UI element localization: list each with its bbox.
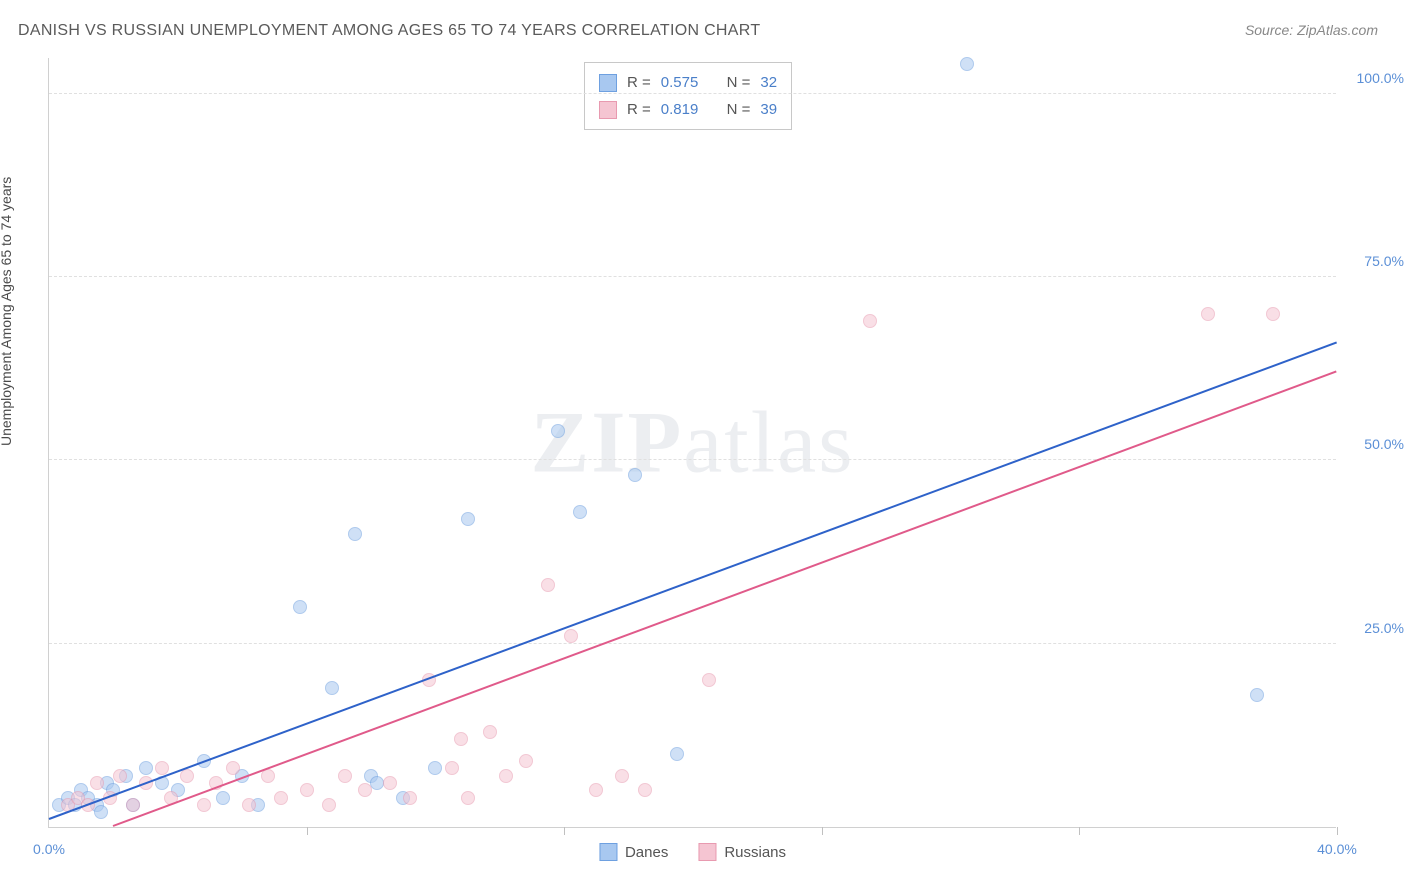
data-point <box>216 791 230 805</box>
x-tick <box>564 827 565 835</box>
stat-n-value: 39 <box>760 96 777 123</box>
grid-line <box>49 276 1336 277</box>
data-point <box>564 629 578 643</box>
x-tick-label: 0.0% <box>33 841 65 857</box>
data-point <box>180 769 194 783</box>
data-point <box>670 747 684 761</box>
grid-line <box>49 93 1336 94</box>
x-tick <box>1337 827 1338 835</box>
data-point <box>1266 307 1280 321</box>
bottom-legend: Danes Russians <box>599 843 786 861</box>
legend-label: Danes <box>625 844 668 861</box>
data-point <box>1201 307 1215 321</box>
data-point <box>638 783 652 797</box>
y-tick-label: 50.0% <box>1364 436 1404 452</box>
legend-item: Russians <box>698 843 786 861</box>
data-point <box>226 761 240 775</box>
x-tick <box>822 827 823 835</box>
series-swatch <box>599 101 617 119</box>
data-point <box>454 732 468 746</box>
y-tick-label: 100.0% <box>1357 70 1404 86</box>
stat-n-label: N = <box>727 96 751 123</box>
source-attribution: Source: ZipAtlas.com <box>1245 22 1378 38</box>
data-point <box>358 783 372 797</box>
watermark: ZIPatlas <box>531 392 855 493</box>
data-point <box>113 769 127 783</box>
data-point <box>615 769 629 783</box>
data-point <box>242 798 256 812</box>
grid-line <box>49 643 1336 644</box>
trend-line <box>49 341 1338 820</box>
legend-swatch <box>599 843 617 861</box>
data-point <box>483 725 497 739</box>
data-point <box>702 673 716 687</box>
x-tick-label: 40.0% <box>1317 841 1357 857</box>
data-point <box>551 424 565 438</box>
data-point <box>338 769 352 783</box>
y-tick-label: 25.0% <box>1364 620 1404 636</box>
x-tick <box>1079 827 1080 835</box>
data-point <box>573 505 587 519</box>
stat-r-value: 0.819 <box>661 96 699 123</box>
data-point <box>461 791 475 805</box>
stat-r-label: R = <box>627 96 651 123</box>
plot-area: ZIPatlas R = 0.575 N = 32R = 0.819 N = 3… <box>48 58 1336 828</box>
x-tick <box>307 827 308 835</box>
data-point <box>274 791 288 805</box>
stats-row: R = 0.819 N = 39 <box>599 96 777 123</box>
data-point <box>90 776 104 790</box>
series-swatch <box>599 74 617 92</box>
legend-item: Danes <box>599 843 668 861</box>
legend-label: Russians <box>724 844 786 861</box>
data-point <box>428 761 442 775</box>
data-point <box>300 783 314 797</box>
data-point <box>589 783 603 797</box>
data-point <box>628 468 642 482</box>
stats-legend-box: R = 0.575 N = 32R = 0.819 N = 39 <box>584 62 792 130</box>
data-point <box>293 600 307 614</box>
data-point <box>541 578 555 592</box>
grid-line <box>49 459 1336 460</box>
data-point <box>461 512 475 526</box>
data-point <box>197 798 211 812</box>
data-point <box>322 798 336 812</box>
data-point <box>499 769 513 783</box>
data-point <box>325 681 339 695</box>
chart-title: DANISH VS RUSSIAN UNEMPLOYMENT AMONG AGE… <box>18 22 760 40</box>
legend-swatch <box>698 843 716 861</box>
data-point <box>960 57 974 71</box>
data-point <box>1250 688 1264 702</box>
trend-line <box>113 370 1337 827</box>
data-point <box>519 754 533 768</box>
data-point <box>863 314 877 328</box>
data-point <box>139 761 153 775</box>
y-axis-title: Unemployment Among Ages 65 to 74 years <box>0 177 14 446</box>
data-point <box>445 761 459 775</box>
data-point <box>403 791 417 805</box>
data-point <box>126 798 140 812</box>
y-tick-label: 75.0% <box>1364 253 1404 269</box>
data-point <box>348 527 362 541</box>
data-point <box>383 776 397 790</box>
data-point <box>94 805 108 819</box>
